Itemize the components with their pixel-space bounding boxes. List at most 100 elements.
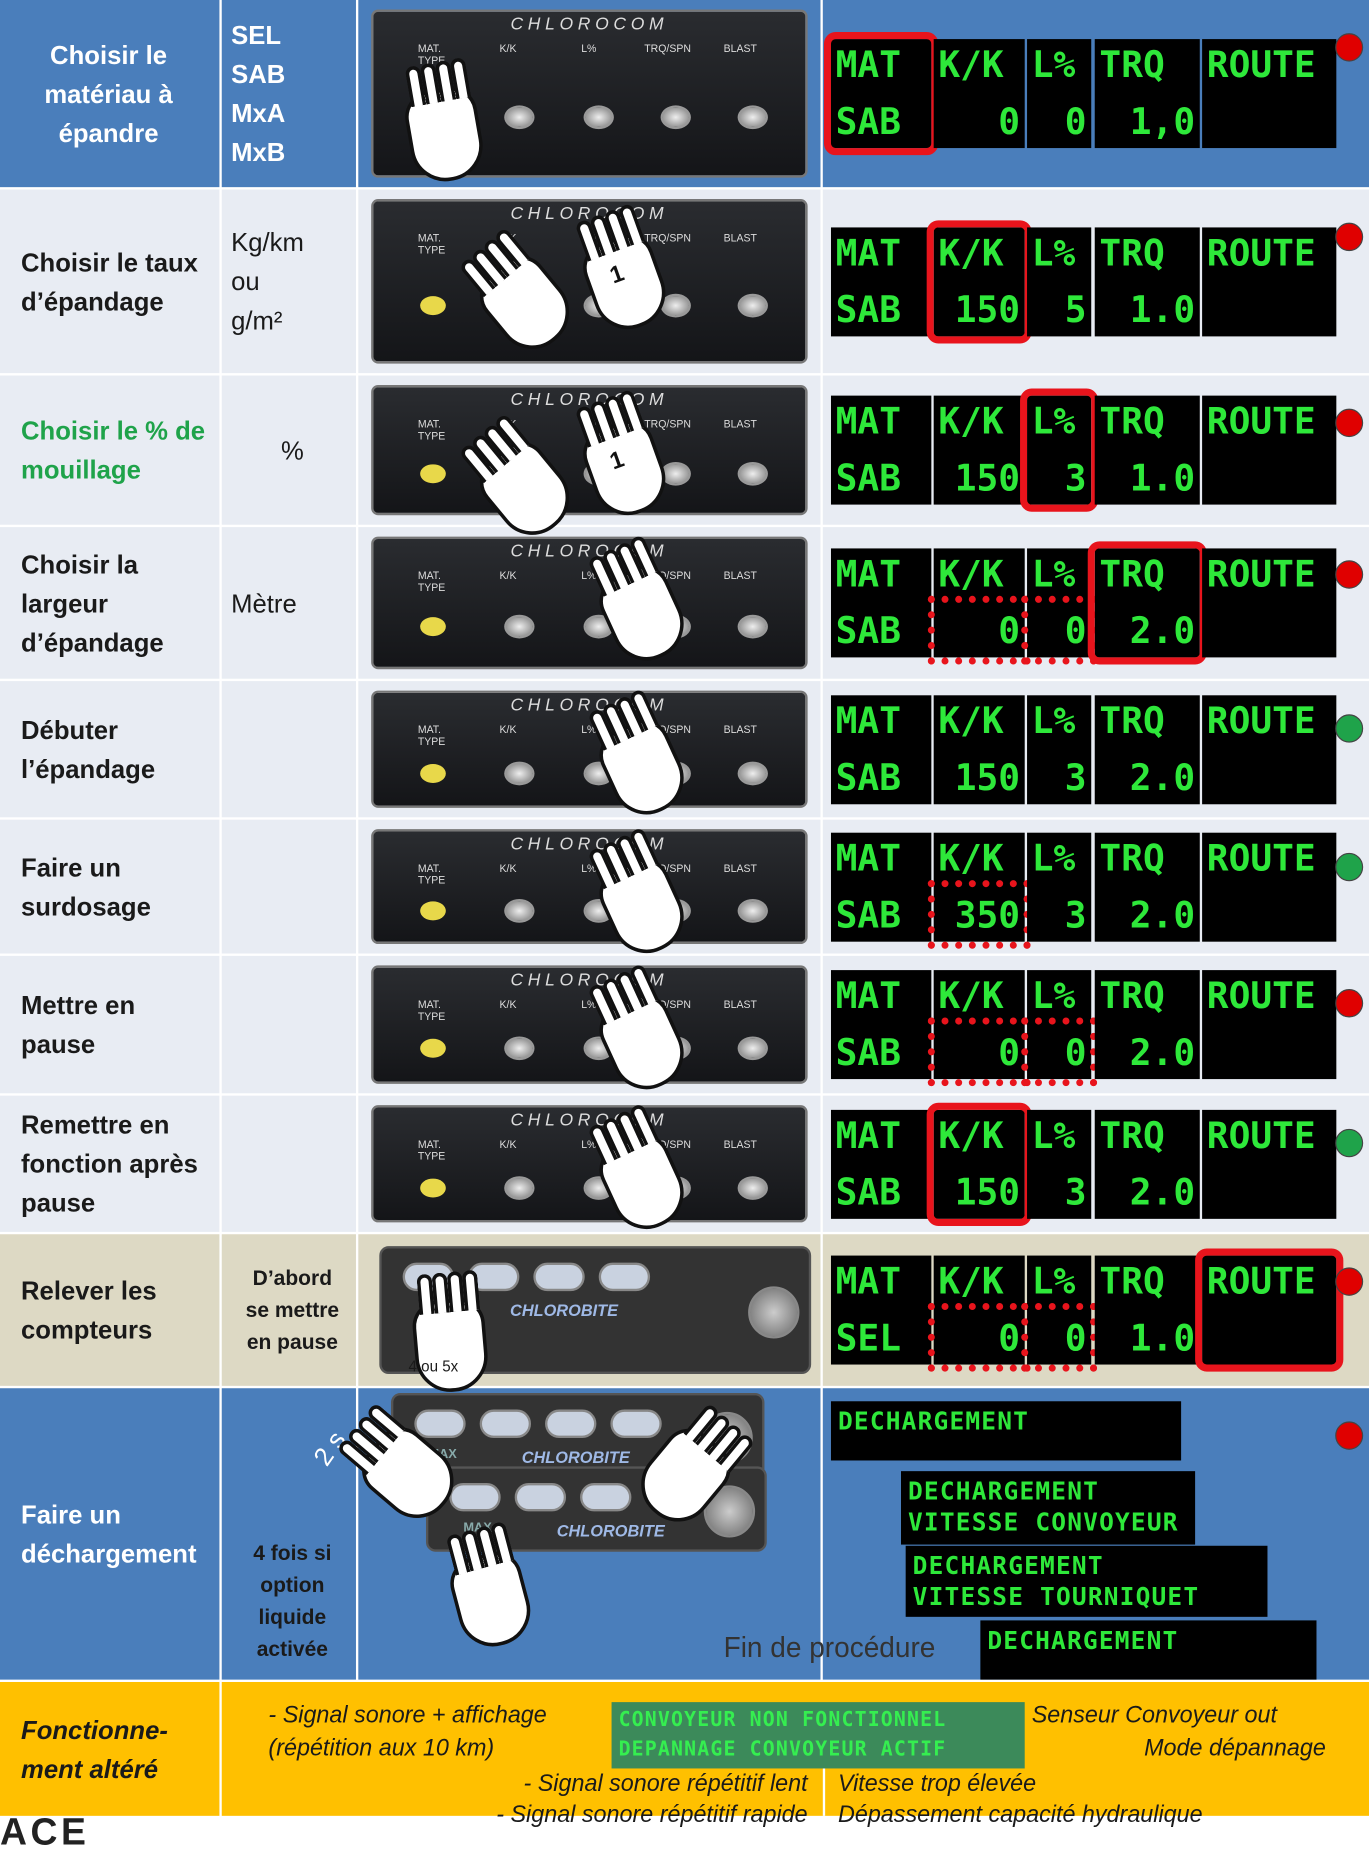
step-text: Remettre en fonction après pause: [21, 1109, 198, 1218]
cell: [0, 1095, 220, 1232]
detail: SEL SAB MxA MxB: [231, 0, 354, 187]
led-label: TRQ: [1099, 974, 1165, 1018]
panel-label: MAT. TYPE: [417, 1138, 446, 1162]
led-value: SAB: [835, 100, 902, 144]
led-label: K/K: [938, 836, 1004, 880]
cell: [221, 1095, 356, 1232]
led-panel: ROUTE: [1202, 970, 1337, 1080]
step-label: Choisir le taux d’épandage: [21, 190, 214, 374]
panel-brand: CHLOROCOM: [510, 14, 669, 35]
led-value: 150: [954, 1170, 1021, 1214]
led-value: SAB: [835, 893, 902, 937]
highlight-dotted: [927, 595, 1031, 665]
led-label: TRQ: [1099, 553, 1165, 596]
led-panel: TRQ 1.0: [1094, 395, 1200, 505]
step-label: Choisir le % de mouillage: [21, 375, 214, 524]
led-value: 0: [998, 610, 1021, 653]
led-value: 0: [998, 1317, 1021, 1360]
led-value: 150: [954, 288, 1021, 332]
lamp: [420, 617, 446, 637]
led-panel: MAT SAB: [830, 694, 932, 804]
step-text: Faire un surdosage: [21, 852, 151, 921]
detail: Kg/km ou g/m²: [231, 190, 354, 374]
remote-knob: [748, 1286, 800, 1339]
remote-button: [545, 1409, 597, 1438]
led-value: 3: [1064, 457, 1087, 500]
led-value: 350: [954, 893, 1021, 937]
toggle: [504, 761, 535, 785]
remote-button: [580, 1482, 632, 1512]
led-value: 2.0: [1129, 756, 1196, 799]
led-value: 150: [954, 457, 1021, 500]
led-line: DECHARGEMENT: [912, 1551, 1104, 1581]
led-label: L%: [1031, 1260, 1076, 1303]
detail: %: [231, 375, 354, 524]
panel-label: TRQ/SPN: [644, 232, 691, 245]
led-panel: ROUTE: [1202, 832, 1337, 942]
panel-label: BLAST: [723, 42, 757, 55]
led-message: DECHARGEMENT: [830, 1401, 1182, 1461]
panel-label: K/K: [499, 723, 517, 736]
led-panel: MAT SAB: [830, 39, 932, 149]
toggle: [737, 293, 768, 317]
remote-button: [514, 1482, 567, 1512]
led-value: 0: [998, 1031, 1021, 1075]
led-value: 3: [1064, 893, 1087, 937]
led-label: K/K: [938, 400, 1004, 444]
detail-line: g/m²: [231, 305, 283, 336]
led-line: DECHARGEMENT: [837, 1407, 1030, 1436]
toggle: [737, 614, 768, 639]
panel-label: TRQ/SPN: [644, 862, 691, 875]
step-label: Choisir la largeur d’épandage: [21, 527, 214, 679]
meaning: Senseur Convoyeur out: [1031, 1702, 1277, 1729]
panel-label: K/K: [499, 998, 517, 1011]
toggle: [737, 1036, 768, 1061]
cell: [0, 0, 220, 188]
highlight-dotted: [927, 1017, 1031, 1087]
toggle: [737, 1175, 768, 1200]
led-label: L%: [1031, 699, 1076, 743]
status-dot: [1335, 1267, 1364, 1296]
remote-brand: CHLOROBITE: [556, 1520, 665, 1540]
led-value: 150: [954, 756, 1021, 799]
led-value: 1.0: [1129, 1317, 1196, 1360]
led-panel: MAT SAB: [830, 1109, 932, 1219]
detail: 4 fois si option liquide activée: [231, 1388, 354, 1679]
panel-label: L%: [581, 1138, 597, 1151]
led-value: 0: [1064, 610, 1087, 653]
led-line: DEPANNAGE CONVOYEUR ACTIF: [618, 1737, 947, 1762]
status-dot: [1335, 560, 1364, 589]
led-label: ROUTE: [1206, 699, 1316, 743]
degraded-title: Fonctionne-ment altéré: [21, 1682, 219, 1816]
step-text: Choisir le % de mouillage: [21, 415, 206, 485]
panel-label: BLAST: [723, 569, 757, 582]
toggle: [737, 461, 768, 486]
status-dot: [1335, 1421, 1364, 1450]
signal: - Signal sonore + affichage (répétition …: [268, 1702, 547, 1762]
panel-label: TRQ/SPN: [644, 42, 691, 55]
panel-brand: CHLOROCOM: [510, 203, 669, 224]
remote: MAXCHLOROBITE: [425, 1466, 767, 1552]
status-dot: [1335, 222, 1364, 252]
led-message: DECHARGEMENT: [980, 1620, 1317, 1680]
led-panel: TRQ 1,0: [1094, 39, 1200, 149]
led-value: 5: [1064, 288, 1087, 332]
highlight: [1087, 541, 1207, 665]
cell: [221, 681, 356, 818]
led-panel: TRQ 2.0: [1094, 832, 1200, 942]
panel-label: TRQ/SPN: [644, 418, 691, 430]
panel-label: MAT. TYPE: [417, 723, 446, 748]
cell: [221, 1388, 356, 1680]
panel-label: BLAST: [723, 862, 757, 875]
led-label: MAT: [835, 553, 902, 596]
hand-number: 1: [606, 446, 628, 476]
led-value: 0: [1064, 100, 1087, 144]
led-panel: L% 3: [1027, 694, 1092, 804]
highlight-dotted: [1021, 595, 1098, 665]
led-panel: ROUTE: [1202, 1109, 1337, 1219]
meaning: Mode dépannage: [1144, 1735, 1326, 1762]
hand-number: 1: [606, 260, 628, 290]
led-value: 2.0: [1129, 610, 1196, 653]
status-dot: [1335, 989, 1364, 1018]
cell: [221, 1234, 356, 1386]
